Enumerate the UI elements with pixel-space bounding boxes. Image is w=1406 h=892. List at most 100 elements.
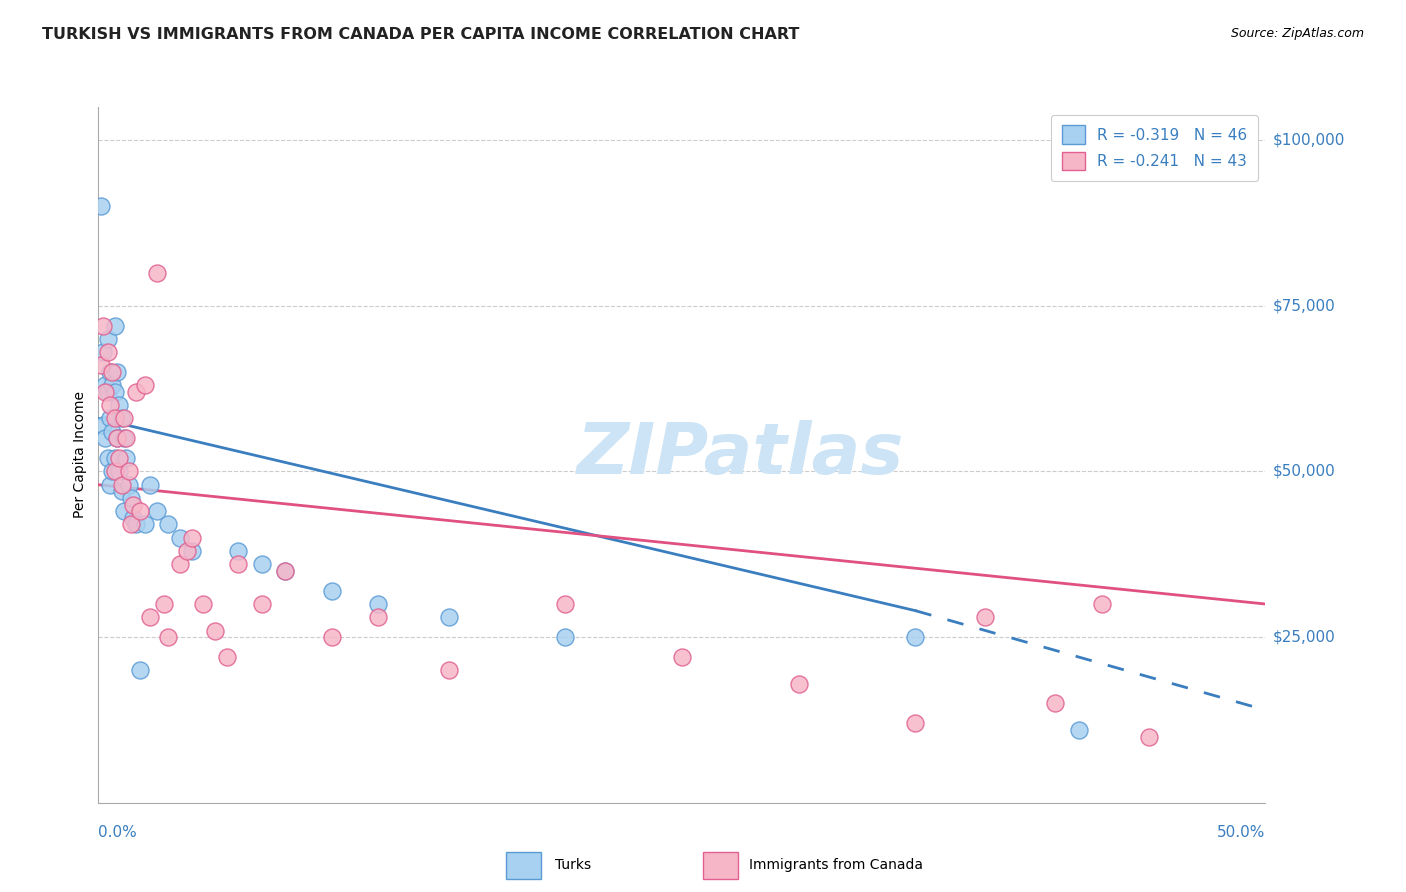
Point — [974, 610, 997, 624]
Point — [98, 477, 121, 491]
Point — [122, 511, 145, 525]
Point — [180, 544, 202, 558]
Text: $100,000: $100,000 — [1272, 133, 1344, 148]
Point — [115, 451, 138, 466]
Point — [91, 345, 114, 359]
Point — [169, 531, 191, 545]
Text: $50,000: $50,000 — [1272, 464, 1336, 479]
Point — [152, 597, 174, 611]
Point — [215, 650, 238, 665]
Point — [904, 716, 927, 731]
Point — [97, 451, 120, 466]
Point — [904, 630, 927, 644]
Text: 50.0%: 50.0% — [1218, 825, 1265, 840]
Point — [554, 597, 576, 611]
Y-axis label: Per Capita Income: Per Capita Income — [73, 392, 87, 518]
Point — [94, 384, 117, 399]
Point — [250, 597, 273, 611]
Point — [204, 624, 226, 638]
Point — [105, 431, 128, 445]
Point — [122, 498, 145, 512]
Point — [125, 517, 148, 532]
Point — [146, 266, 169, 280]
Point — [1067, 723, 1090, 737]
Point — [94, 378, 117, 392]
Text: 0.0%: 0.0% — [98, 825, 138, 840]
Point — [274, 564, 297, 578]
Point — [108, 465, 131, 479]
Point — [437, 610, 460, 624]
Point — [111, 484, 134, 499]
Point — [91, 318, 114, 333]
Point — [115, 431, 138, 445]
Point — [1091, 597, 1114, 611]
Point — [104, 451, 127, 466]
Point — [105, 431, 128, 445]
Point — [90, 359, 112, 373]
Text: Turks: Turks — [555, 858, 592, 872]
Point — [104, 411, 127, 425]
Point — [108, 398, 131, 412]
Point — [180, 531, 202, 545]
Point — [125, 384, 148, 399]
Point — [118, 465, 141, 479]
Point — [129, 504, 152, 518]
Point — [90, 199, 112, 213]
Point — [91, 418, 114, 433]
Point — [157, 517, 180, 532]
Point — [1045, 697, 1067, 711]
Point — [1137, 730, 1160, 744]
Point — [101, 378, 124, 392]
Point — [250, 558, 273, 572]
Point — [134, 378, 156, 392]
Point — [139, 610, 162, 624]
Point — [129, 663, 152, 677]
Point — [112, 431, 135, 445]
Point — [120, 491, 142, 505]
Point — [367, 597, 389, 611]
Point — [104, 384, 127, 399]
Point — [671, 650, 693, 665]
Text: $25,000: $25,000 — [1272, 630, 1336, 645]
Point — [101, 465, 124, 479]
Point — [176, 544, 198, 558]
Point — [98, 398, 121, 412]
Point — [139, 477, 162, 491]
Point — [105, 365, 128, 379]
Text: Immigrants from Canada: Immigrants from Canada — [749, 858, 924, 872]
Point — [97, 345, 120, 359]
Point — [193, 597, 215, 611]
Text: $75,000: $75,000 — [1272, 298, 1336, 313]
Text: TURKISH VS IMMIGRANTS FROM CANADA PER CAPITA INCOME CORRELATION CHART: TURKISH VS IMMIGRANTS FROM CANADA PER CA… — [42, 27, 800, 42]
Point — [437, 663, 460, 677]
Point — [111, 411, 134, 425]
Point — [104, 318, 127, 333]
Point — [787, 676, 810, 690]
Point — [228, 558, 250, 572]
Point — [94, 431, 117, 445]
Point — [108, 451, 131, 466]
Point — [228, 544, 250, 558]
Point — [111, 477, 134, 491]
Point — [120, 517, 142, 532]
Point — [101, 365, 124, 379]
Point — [97, 384, 120, 399]
Point — [104, 465, 127, 479]
Point — [97, 332, 120, 346]
Point — [118, 477, 141, 491]
Point — [112, 411, 135, 425]
Point — [321, 630, 343, 644]
Point — [146, 504, 169, 518]
Text: ZIPatlas: ZIPatlas — [576, 420, 904, 490]
Point — [367, 610, 389, 624]
Point — [554, 630, 576, 644]
Point — [321, 583, 343, 598]
Point — [157, 630, 180, 644]
Point — [274, 564, 297, 578]
Point — [134, 517, 156, 532]
Legend: R = -0.319   N = 46, R = -0.241   N = 43: R = -0.319 N = 46, R = -0.241 N = 43 — [1052, 115, 1258, 181]
Point — [101, 425, 124, 439]
Point — [112, 504, 135, 518]
Point — [169, 558, 191, 572]
Point — [98, 411, 121, 425]
